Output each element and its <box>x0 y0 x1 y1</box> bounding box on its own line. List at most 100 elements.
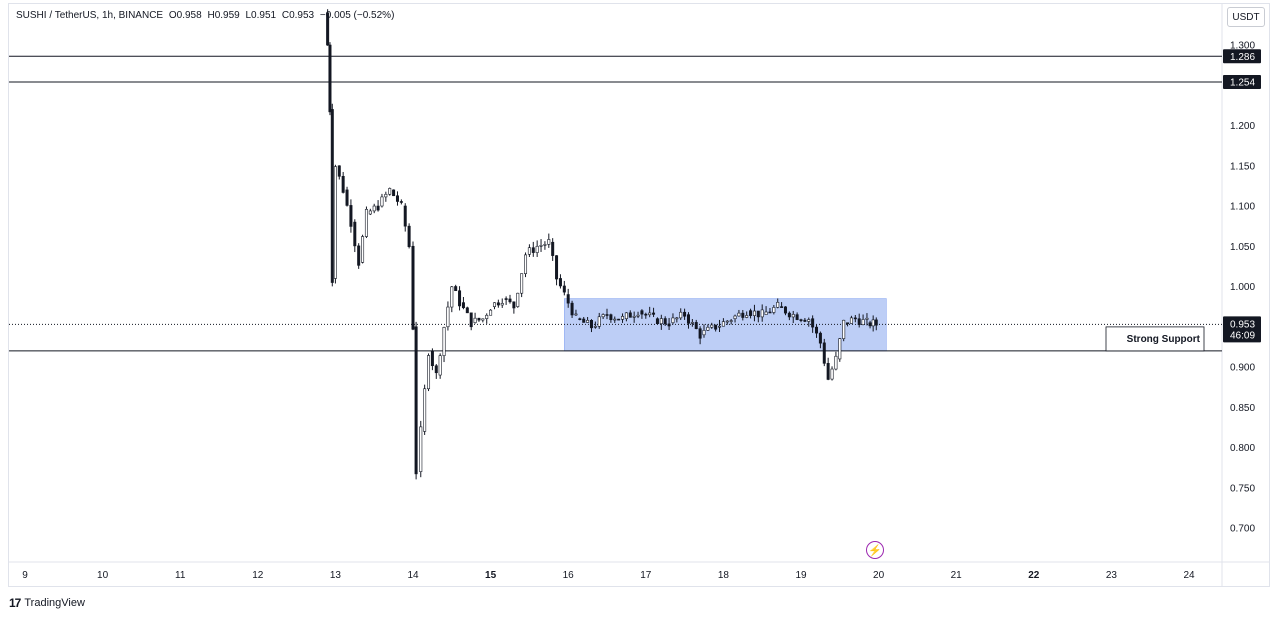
candle-body <box>326 12 330 46</box>
candle-body <box>434 365 438 374</box>
candle-body <box>555 255 559 280</box>
candle-body <box>361 236 365 263</box>
candle-body <box>698 328 702 339</box>
candle-body <box>609 314 613 320</box>
candle-body <box>652 312 656 315</box>
candle-body <box>535 245 539 253</box>
candle-body <box>504 298 508 300</box>
candle-body <box>694 322 698 330</box>
legend-symbol[interactable]: SUSHI / TetherUS, 1h, BINANCE <box>16 10 164 21</box>
candle-body <box>547 239 551 245</box>
candle-body <box>376 205 380 211</box>
bar-countdown-label: 46:09 <box>1230 330 1255 341</box>
candle-body <box>714 324 718 330</box>
price-tick-label: 0.850 <box>1230 403 1255 414</box>
chart-frame[interactable] <box>8 3 1270 587</box>
lightning-event-icon[interactable]: ⚡ <box>866 541 884 559</box>
candle-body <box>733 315 737 320</box>
candle-body <box>842 319 846 339</box>
candle-body <box>364 209 368 237</box>
candle-body <box>372 205 376 212</box>
candle-body <box>874 319 878 326</box>
candle-body <box>438 355 442 376</box>
candle-body <box>330 109 334 283</box>
candle-body <box>349 205 353 227</box>
candle-body <box>531 247 535 253</box>
candle-body <box>861 319 865 326</box>
candle-body <box>780 306 784 308</box>
candle-body <box>492 302 496 307</box>
candle-body <box>776 301 780 308</box>
candle-body <box>454 286 458 292</box>
candle-body <box>857 318 861 326</box>
candle-body <box>613 318 617 321</box>
candle-body <box>512 301 516 309</box>
candle-body <box>605 314 609 316</box>
candle-body <box>846 322 850 325</box>
candle-body <box>341 176 345 193</box>
level-price-tag-label: 1.286 <box>1230 52 1255 63</box>
candle-body <box>710 324 714 328</box>
time-tick-label: 18 <box>718 570 730 581</box>
current-price-tag-label: 0.953 <box>1230 319 1255 330</box>
candle-body <box>403 205 407 227</box>
legend-open: O0.958 <box>168 10 202 21</box>
candle-body <box>818 332 822 344</box>
candle-body <box>659 318 663 325</box>
candle-body <box>543 244 547 246</box>
brand-name: TradingView <box>24 597 85 609</box>
candle-body <box>822 342 826 364</box>
candle-body <box>752 310 756 316</box>
candle-body <box>411 245 415 330</box>
currency-unit-button[interactable]: USDT <box>1227 7 1265 27</box>
candle-body <box>423 388 427 432</box>
candle-body <box>764 311 768 315</box>
candle-body <box>558 278 562 287</box>
candle-body <box>442 327 446 356</box>
candle-body <box>520 273 524 294</box>
candle-body <box>768 311 772 314</box>
candle-body <box>566 294 570 304</box>
candle-body <box>621 316 625 320</box>
candle-body <box>690 322 694 324</box>
price-tick-label: 1.200 <box>1230 121 1255 132</box>
candle-body <box>427 355 431 390</box>
time-tick-label: 17 <box>640 570 652 581</box>
candle-body <box>741 312 745 318</box>
legend-change: −0.005 (−0.52%) <box>319 10 395 21</box>
legend-close: C0.953 <box>281 10 315 21</box>
candle-body <box>787 312 791 318</box>
candle-body <box>632 315 636 318</box>
candle-body <box>481 318 485 321</box>
current-price-tag <box>1223 316 1261 343</box>
candle-body <box>395 195 399 202</box>
candle-body <box>419 426 423 472</box>
candle-body <box>593 326 597 328</box>
candle-body <box>601 314 605 318</box>
price-tick-label: 0.800 <box>1230 443 1255 454</box>
candle-body <box>399 201 403 203</box>
candle-body <box>489 309 493 316</box>
candle-body <box>729 320 733 322</box>
support-annotation-box <box>1105 326 1205 352</box>
legend-high: H0.959 <box>207 10 240 21</box>
time-tick-label: 20 <box>873 570 885 581</box>
candle-body <box>628 312 632 318</box>
candle-body <box>807 319 811 322</box>
candle-body <box>838 338 842 360</box>
level-price-tag-label: 1.254 <box>1230 78 1255 89</box>
time-tick-label: 10 <box>97 570 109 581</box>
candle-body <box>644 313 648 316</box>
candle-body <box>834 355 838 370</box>
price-tick-label: 1.300 <box>1230 41 1255 52</box>
symbol-legend: SUSHI / TetherUS, 1h, BINANCE O0.958 H0.… <box>16 10 397 21</box>
candle-body <box>407 225 411 248</box>
candle-body <box>384 193 388 198</box>
legend-low: L0.951 <box>245 10 277 21</box>
candle-body <box>686 314 690 324</box>
candle-body <box>527 247 531 255</box>
tradingview-brand[interactable]: 17 TradingView <box>9 596 85 610</box>
candle-body <box>640 310 644 315</box>
candle-body <box>725 320 729 323</box>
